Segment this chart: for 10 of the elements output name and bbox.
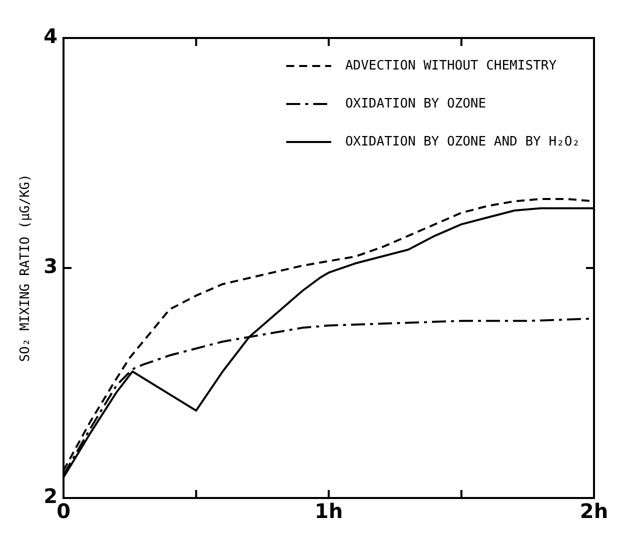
x-tick-label: 1h — [314, 499, 343, 524]
y-tick-label: 3 — [44, 254, 58, 278]
legend-label: ADVECTION WITHOUT CHEMISTRY — [345, 58, 557, 74]
legend-label: OXIDATION BY OZONE — [345, 96, 486, 112]
y-tick-label: 4 — [44, 24, 58, 48]
y-tick-label: 2 — [44, 484, 58, 508]
legend-label: OXIDATION BY OZONE AND BY H₂O₂ — [345, 134, 580, 150]
y-axis-title: SO₂ MIXING RATIO (μG/KG) — [18, 174, 34, 362]
x-tick-label: 0 — [56, 499, 70, 524]
x-tick-label: 2h — [580, 499, 608, 524]
